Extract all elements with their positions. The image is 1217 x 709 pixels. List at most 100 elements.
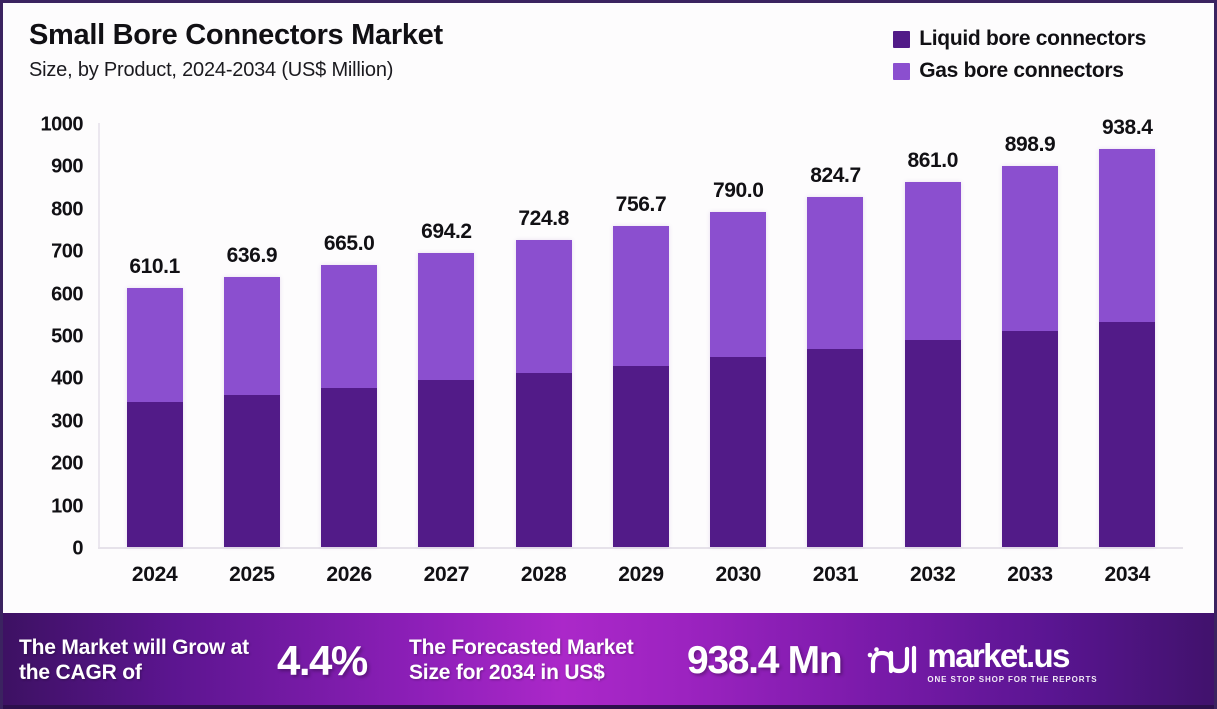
bar-segment-liquid[interactable]	[612, 365, 669, 547]
bar-group[interactable]: 636.9	[203, 123, 300, 547]
bar-stack[interactable]: 756.7	[612, 193, 669, 547]
bar-total-label: 724.8	[518, 206, 569, 230]
y-axis-tick-labels: 1000 900 800 700 600 500 400 300 200 100 0	[3, 114, 84, 560]
bar-group[interactable]: 756.7	[592, 123, 689, 547]
bar-segment-gas[interactable]	[418, 252, 475, 381]
bar-group[interactable]: 610.1	[106, 123, 203, 547]
bar-group[interactable]: 724.8	[495, 123, 592, 547]
plot-area: 610.1 636.9 665.0 694.2 724.8 756.7 790.0 824.7…	[98, 116, 1183, 549]
y-axis-tick: 900	[51, 155, 83, 178]
bar-segment-gas[interactable]	[710, 212, 767, 358]
bar-group[interactable]: 694.2	[398, 123, 495, 547]
bar-stack[interactable]: 898.9	[1002, 133, 1059, 547]
x-axis-tick: 2034	[1104, 563, 1151, 586]
brand-logo[interactable]: market.us ONE STOP SHOP FOR THE REPORTS	[867, 639, 1097, 684]
bar-segment-gas[interactable]	[807, 197, 864, 349]
legend-item-label: Liquid bore connectors	[919, 27, 1146, 50]
x-axis-tick: 2025	[229, 563, 275, 586]
banner-bottom-rule	[3, 705, 1214, 709]
bar-segment-liquid[interactable]	[321, 387, 378, 547]
banner-forecast-label: The Forecasted Market Size for 2034 in U…	[409, 636, 634, 684]
brand-tagline: ONE STOP SHOP FOR THE REPORTS	[927, 674, 1098, 684]
bar-segment-gas[interactable]	[515, 239, 572, 373]
legend-item[interactable]: Gas bore connectors	[893, 59, 1124, 83]
market-us-logo-icon	[867, 641, 919, 682]
bar-segment-liquid[interactable]	[807, 349, 864, 547]
legend-item-label: Gas bore connectors	[919, 59, 1124, 82]
chart-header: Small Bore Connectors Market Size, by Pr…	[29, 19, 729, 82]
x-axis-tick: 2028	[520, 563, 567, 586]
bar-stack[interactable]: 790.0	[710, 179, 767, 547]
x-axis-tick: 2024	[131, 563, 178, 586]
bar-total-label: 898.9	[1004, 132, 1056, 156]
bar-total-label: 790.0	[712, 179, 764, 203]
banner-forecast-value: 938.4 Mn	[687, 639, 843, 682]
x-axis-tick: 2026	[326, 563, 372, 586]
bar-total-label: 636.9	[226, 243, 278, 267]
bar-stack[interactable]: 938.4	[1099, 116, 1156, 547]
bar-group[interactable]: 861.0	[884, 123, 981, 547]
x-axis-tick: 2032	[909, 563, 956, 586]
bar-group[interactable]: 898.9	[981, 123, 1078, 547]
bar-segment-liquid[interactable]	[710, 357, 767, 547]
chart-legend: Liquid bore connectors Gas bore connector…	[893, 27, 1146, 83]
bar-segment-gas[interactable]	[1099, 149, 1156, 322]
bar-total-label: 861.0	[907, 148, 959, 172]
bar-group[interactable]: 665.0	[301, 123, 398, 547]
legend-swatch-icon	[893, 62, 911, 80]
brand-text: market.us ONE STOP SHOP FOR THE REPORTS	[927, 639, 1097, 684]
y-axis-tick: 400	[51, 367, 83, 390]
bar-stack[interactable]: 694.2	[418, 220, 475, 547]
bar-group[interactable]: 938.4	[1079, 116, 1176, 547]
bar-group[interactable]: 790.0	[690, 123, 787, 547]
bar-stack[interactable]: 824.7	[807, 164, 864, 547]
bar-total-label: 610.1	[129, 255, 180, 279]
y-axis-tick: 0	[72, 537, 83, 560]
bar-stack[interactable]: 665.0	[321, 232, 378, 547]
bar-segment-liquid[interactable]	[1099, 321, 1156, 547]
chart-subtitle: Size, by Product, 2024-2034 (US$ Million…	[29, 59, 394, 81]
y-axis-tick: 100	[51, 495, 83, 518]
bar-segment-liquid[interactable]	[418, 380, 475, 547]
bar-segment-liquid[interactable]	[223, 394, 280, 547]
x-axis-tick: 2029	[618, 563, 664, 586]
bar-group[interactable]: 824.7	[787, 123, 884, 547]
bar-segment-liquid[interactable]	[904, 339, 961, 547]
bar-total-label: 665.0	[323, 232, 375, 256]
bar-series-container: 610.1 636.9 665.0 694.2 724.8 756.7 790.0 824.7…	[106, 116, 1176, 547]
bar-segment-liquid[interactable]	[1002, 330, 1059, 547]
bar-stack[interactable]: 724.8	[515, 207, 572, 547]
bar-segment-gas[interactable]	[1002, 165, 1059, 331]
bar-segment-gas[interactable]	[223, 276, 280, 395]
y-axis-tick: 600	[51, 283, 83, 306]
bar-segment-liquid[interactable]	[126, 402, 183, 547]
y-axis-tick: 200	[51, 452, 83, 475]
bar-stack[interactable]: 610.1	[126, 255, 183, 547]
brand-name: market.us	[927, 636, 1070, 674]
x-axis-tick: 2030	[715, 563, 761, 586]
y-axis-tick: 800	[51, 198, 83, 221]
footer-banner: The Market will Grow at the CAGR of 4.4%…	[3, 613, 1214, 709]
bar-segment-gas[interactable]	[904, 181, 961, 340]
bar-segment-gas[interactable]	[321, 265, 378, 388]
y-axis-line	[98, 123, 100, 549]
y-axis-tick: 1000	[40, 113, 84, 136]
bar-segment-liquid[interactable]	[515, 372, 572, 547]
bar-total-label: 756.7	[615, 193, 667, 217]
banner-cagr-label: The Market will Grow at the CAGR of	[19, 636, 249, 684]
y-axis-tick: 700	[51, 240, 83, 263]
legend-item[interactable]: Liquid bore connectors	[893, 27, 1146, 51]
y-axis-tick: 500	[51, 325, 83, 348]
x-axis-tick-labels: 2024 2025 2026 2027 2028 2029 2030 2031 2032 2033…	[106, 563, 1176, 587]
bar-segment-gas[interactable]	[612, 226, 669, 366]
page-title: Small Bore Connectors Market	[29, 19, 443, 51]
bar-segment-gas[interactable]	[126, 288, 183, 403]
bar-stack[interactable]: 636.9	[223, 244, 280, 547]
legend-swatch-icon	[893, 30, 911, 48]
bar-total-label: 694.2	[421, 219, 472, 243]
bar-stack[interactable]: 861.0	[904, 149, 961, 547]
bar-total-label: 938.4	[1102, 116, 1153, 140]
x-axis-tick: 2031	[812, 563, 859, 586]
banner-cagr-value: 4.4%	[277, 637, 368, 684]
